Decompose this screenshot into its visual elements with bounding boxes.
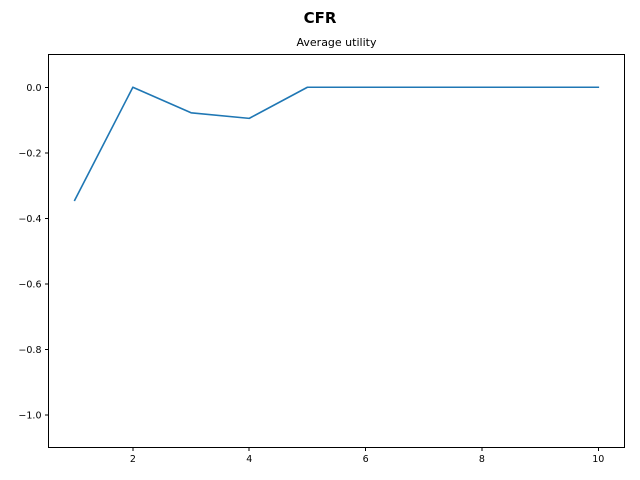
axes-frame xyxy=(48,54,625,448)
x-tick-label: 6 xyxy=(363,454,369,465)
x-tick-label: 2 xyxy=(130,454,136,465)
plot-area: 2 4 6 8 10 0.0 −0.2 −0.4 −0.6 −0.8 −1.0 xyxy=(18,54,625,465)
chart-title: Average utility xyxy=(297,36,377,49)
y-axis: 0.0 −0.2 −0.4 −0.6 −0.8 −1.0 xyxy=(18,83,49,421)
chart-suptitle: CFR xyxy=(304,9,337,27)
y-tick-label: −1.0 xyxy=(18,410,41,421)
y-tick-label: −0.6 xyxy=(18,279,41,290)
y-tick-label: −0.2 xyxy=(18,148,41,159)
x-tick-label: 8 xyxy=(479,454,485,465)
x-tick-label: 10 xyxy=(592,454,604,465)
x-axis: 2 4 6 8 10 xyxy=(130,447,604,465)
y-tick-label: 0.0 xyxy=(26,83,41,94)
y-tick-label: −0.8 xyxy=(18,345,41,356)
x-tick-label: 4 xyxy=(246,454,252,465)
series-line xyxy=(73,86,600,202)
y-tick-label: −0.4 xyxy=(18,214,41,225)
series-layer xyxy=(73,86,600,202)
